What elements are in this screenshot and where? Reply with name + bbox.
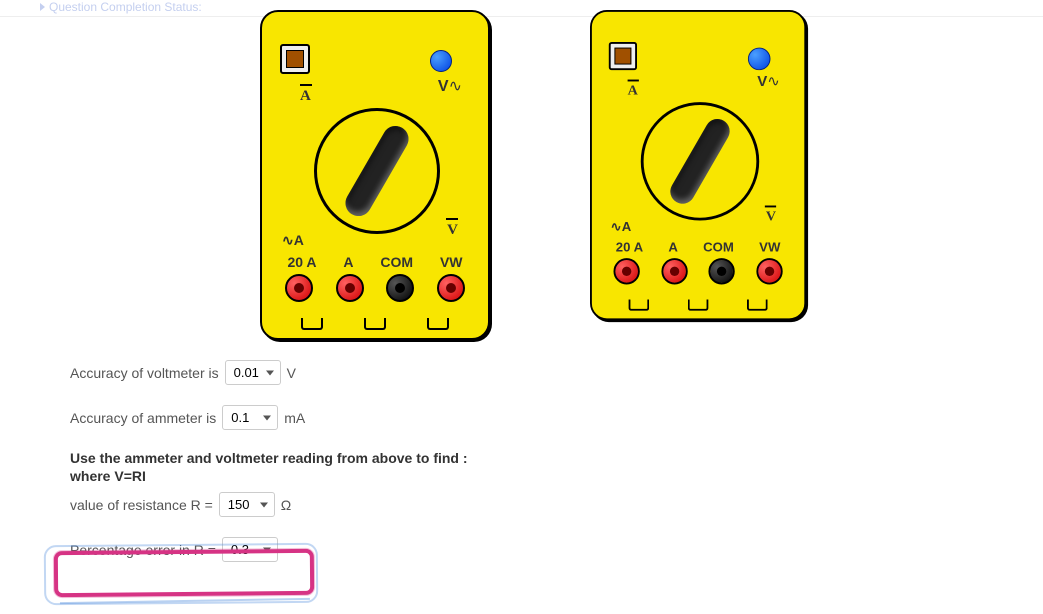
multimeter-left: A V∿ ∿A V 20 A A COM VW	[260, 10, 490, 340]
resistance-unit: Ω	[281, 497, 291, 513]
voltmeter-line: Accuracy of voltmeter is 0.01 V	[70, 360, 1003, 385]
dc-bar-icon	[628, 80, 639, 82]
resistance-select[interactable]: 150	[219, 492, 275, 517]
resistance-select-wrap: 150	[219, 492, 275, 517]
clip-icon	[301, 318, 323, 330]
clips	[262, 318, 488, 330]
dc-v-bar-icon	[765, 206, 776, 208]
label-dc-v: V	[766, 209, 776, 225]
dial-knob	[341, 121, 414, 221]
port-label-2: A	[343, 254, 353, 270]
port-label-3: COM	[380, 254, 413, 270]
blue-dot-icon	[748, 48, 771, 71]
dial-knob	[666, 115, 734, 209]
rotary-dial	[314, 108, 440, 234]
instruction-line-1: Use the ammeter and voltmeter reading fr…	[70, 450, 468, 466]
clip-icon	[364, 318, 386, 330]
port-vw	[437, 274, 465, 302]
blue-dot-icon	[430, 50, 452, 72]
label-vn: V∿	[438, 76, 462, 96]
question-form: Accuracy of voltmeter is 0.01 V Accuracy…	[70, 360, 1003, 582]
port-com	[709, 258, 735, 284]
label-ac-a: ∿A	[282, 232, 304, 249]
port-label-4: VW	[759, 239, 780, 254]
port-label-3: COM	[703, 239, 734, 254]
status-link-text: Question Completion Status:	[49, 0, 202, 14]
port-label-4: VW	[440, 254, 463, 270]
ammeter-line: Accuracy of ammeter is 0.1 mA	[70, 405, 1003, 430]
ports	[592, 258, 804, 284]
voltmeter-label: Accuracy of voltmeter is	[70, 365, 219, 381]
hold-button	[609, 42, 637, 70]
clip-icon	[747, 300, 768, 311]
clip-icon	[688, 300, 709, 311]
multimeter-right: A V∿ ∿A V 20 A A COM VW	[590, 10, 806, 320]
port-20a	[285, 274, 313, 302]
triangle-icon	[40, 3, 45, 11]
label-dc-a: A	[628, 83, 638, 99]
label-vn: V∿	[757, 72, 780, 91]
scribble-annotation	[60, 598, 310, 610]
clip-icon	[628, 300, 649, 311]
ammeter-select-wrap: 0.1	[222, 405, 278, 430]
clips	[592, 300, 804, 311]
port-label-1: 20 A	[287, 254, 316, 270]
port-vw	[756, 258, 782, 284]
label-dc-v: V	[447, 222, 458, 239]
resistance-label: value of resistance R =	[70, 497, 213, 513]
perror-label: Percentage error in R =	[70, 542, 216, 558]
port-a	[336, 274, 364, 302]
ports	[262, 274, 488, 302]
instruction-line-2: where V=RI	[70, 468, 146, 484]
voltmeter-unit: V	[287, 365, 296, 381]
status-link[interactable]: Question Completion Status:	[40, 0, 202, 14]
port-a	[661, 258, 687, 284]
port-labels: 20 A A COM VW	[592, 239, 804, 254]
dc-bar-icon	[300, 84, 312, 86]
port-label-2: A	[668, 239, 678, 254]
ammeter-label: Accuracy of ammeter is	[70, 410, 216, 426]
port-20a	[614, 258, 640, 284]
voltmeter-select-wrap: 0.01	[225, 360, 281, 385]
perror-select-wrap: 0.3	[222, 537, 278, 562]
port-labels: 20 A A COM VW	[262, 254, 488, 270]
perror-select[interactable]: 0.3	[222, 537, 278, 562]
resistance-line: value of resistance R = 150 Ω	[70, 492, 1003, 517]
port-com	[386, 274, 414, 302]
voltmeter-select[interactable]: 0.01	[225, 360, 281, 385]
hold-button	[280, 44, 310, 74]
instruction: Use the ammeter and voltmeter reading fr…	[70, 450, 1003, 484]
perror-line: Percentage error in R = 0.3	[70, 537, 1003, 562]
dc-v-bar-icon	[446, 218, 458, 220]
label-dc-a: A	[300, 88, 311, 105]
label-ac-a: ∿A	[611, 219, 632, 235]
meters-row: A V∿ ∿A V 20 A A COM VW A V∿	[260, 10, 820, 340]
clip-icon	[427, 318, 449, 330]
ammeter-select[interactable]: 0.1	[222, 405, 278, 430]
ammeter-unit: mA	[284, 410, 305, 426]
rotary-dial	[641, 102, 759, 220]
port-label-1: 20 A	[616, 239, 643, 254]
